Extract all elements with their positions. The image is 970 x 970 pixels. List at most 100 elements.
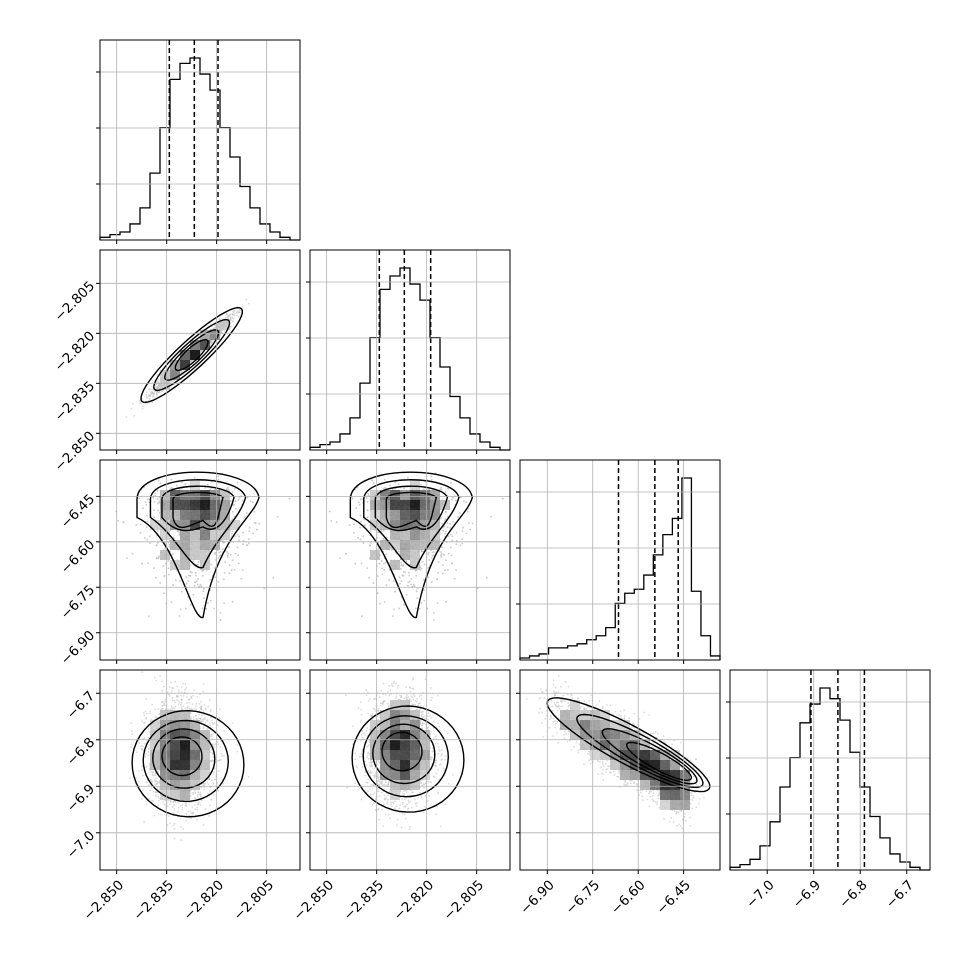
scatter-point (144, 402, 147, 405)
scatter-point (159, 482, 162, 484)
scatter-point (231, 518, 234, 520)
scatter-point (238, 496, 241, 499)
histogram-panel-2 (309, 250, 510, 451)
scatter-point (226, 554, 229, 557)
scatter-point (218, 555, 221, 557)
scatter-point (171, 380, 174, 383)
scatter-point (227, 315, 230, 317)
scatter-point (223, 571, 226, 574)
scatter-point (152, 496, 155, 499)
scatter-point (146, 514, 149, 517)
tick-marks (306, 281, 478, 454)
scatter-point (158, 496, 161, 499)
scatter-point (152, 394, 155, 397)
scatter-point (217, 322, 220, 325)
scatter-point (203, 597, 205, 599)
scatter-point (233, 313, 236, 315)
scatter-point (228, 564, 231, 566)
scatter-point (147, 615, 150, 618)
scatter-point (191, 571, 193, 574)
panels-layer (96, 39, 931, 874)
density-cell (180, 350, 190, 360)
scatter-point (224, 561, 227, 563)
scatter-point (235, 507, 237, 510)
tick-marks (96, 71, 268, 244)
scatter-point (238, 316, 240, 318)
tick-marks (516, 491, 685, 664)
scatter-point (252, 532, 254, 535)
tick-marks (726, 701, 908, 874)
scatter-point (232, 313, 235, 316)
scatter-point (209, 488, 212, 491)
grid (520, 460, 720, 660)
scatter-point (235, 312, 238, 314)
scatter-point (159, 582, 162, 584)
density-cell (160, 380, 170, 390)
density-cells (160, 320, 230, 390)
scatter-point (156, 393, 158, 396)
contour-level-4 (140, 306, 243, 404)
scatter-point (197, 578, 199, 580)
histogram-panel-3 (519, 460, 721, 660)
scatter-point (138, 497, 141, 500)
scatter-point (170, 478, 173, 481)
scatter-point (187, 580, 190, 582)
scatter-point (156, 498, 159, 501)
scatter-point (288, 497, 291, 500)
scatter-point (181, 590, 183, 593)
scatter-point (226, 556, 229, 558)
scatter-point (146, 520, 149, 523)
scatter-point (239, 308, 242, 311)
scatter-point (174, 579, 177, 582)
scatter-point (233, 309, 236, 312)
scatter-point (131, 552, 134, 555)
scatter-point (258, 522, 260, 525)
grid (730, 670, 930, 870)
scatter-point (223, 602, 226, 604)
scatter-point (158, 501, 161, 504)
scatter-point (197, 561, 200, 563)
scatter-point (179, 608, 182, 611)
scatter-point (148, 393, 151, 396)
axes-frame (519, 459, 721, 661)
scatter-point (143, 537, 146, 539)
density-cell (170, 360, 180, 370)
scatter-point (237, 562, 240, 565)
scatter-point (207, 601, 209, 604)
scatter-point (223, 329, 226, 332)
scatter-point (210, 563, 213, 566)
scatter-point (154, 492, 156, 495)
scatter-point (142, 507, 144, 510)
scatter-point (145, 526, 148, 529)
scatter-point (170, 601, 173, 603)
contour-level-1 (174, 338, 209, 372)
scatter-point (163, 592, 166, 595)
scatter-point (189, 603, 192, 606)
scatter-point (237, 554, 240, 557)
scatter-point (228, 572, 231, 575)
pair-panel-3-1 (115, 471, 291, 621)
scatter-point (217, 557, 220, 559)
scatter-point (199, 583, 202, 586)
scatter-point (156, 388, 159, 390)
scatter-point (140, 401, 143, 404)
scatter-point (169, 488, 172, 490)
scatter-point (217, 475, 220, 478)
scatter-point (168, 543, 171, 546)
pair-panel-2-1 (125, 298, 250, 418)
scatter-point (172, 584, 175, 587)
scatter-point (234, 535, 236, 538)
scatter-point (192, 593, 195, 596)
scatter-point (249, 500, 252, 503)
scatter-point (193, 584, 196, 587)
scatter-point (242, 306, 245, 308)
scatter-point (164, 548, 167, 550)
scatter-point (130, 407, 133, 410)
scatter-point (242, 531, 245, 534)
scatter-point (156, 374, 159, 376)
scatter-point (241, 569, 244, 571)
scatter-point (217, 478, 220, 481)
scatter-point (225, 313, 228, 316)
axes-frame (729, 669, 931, 871)
scatter-point (157, 509, 160, 512)
